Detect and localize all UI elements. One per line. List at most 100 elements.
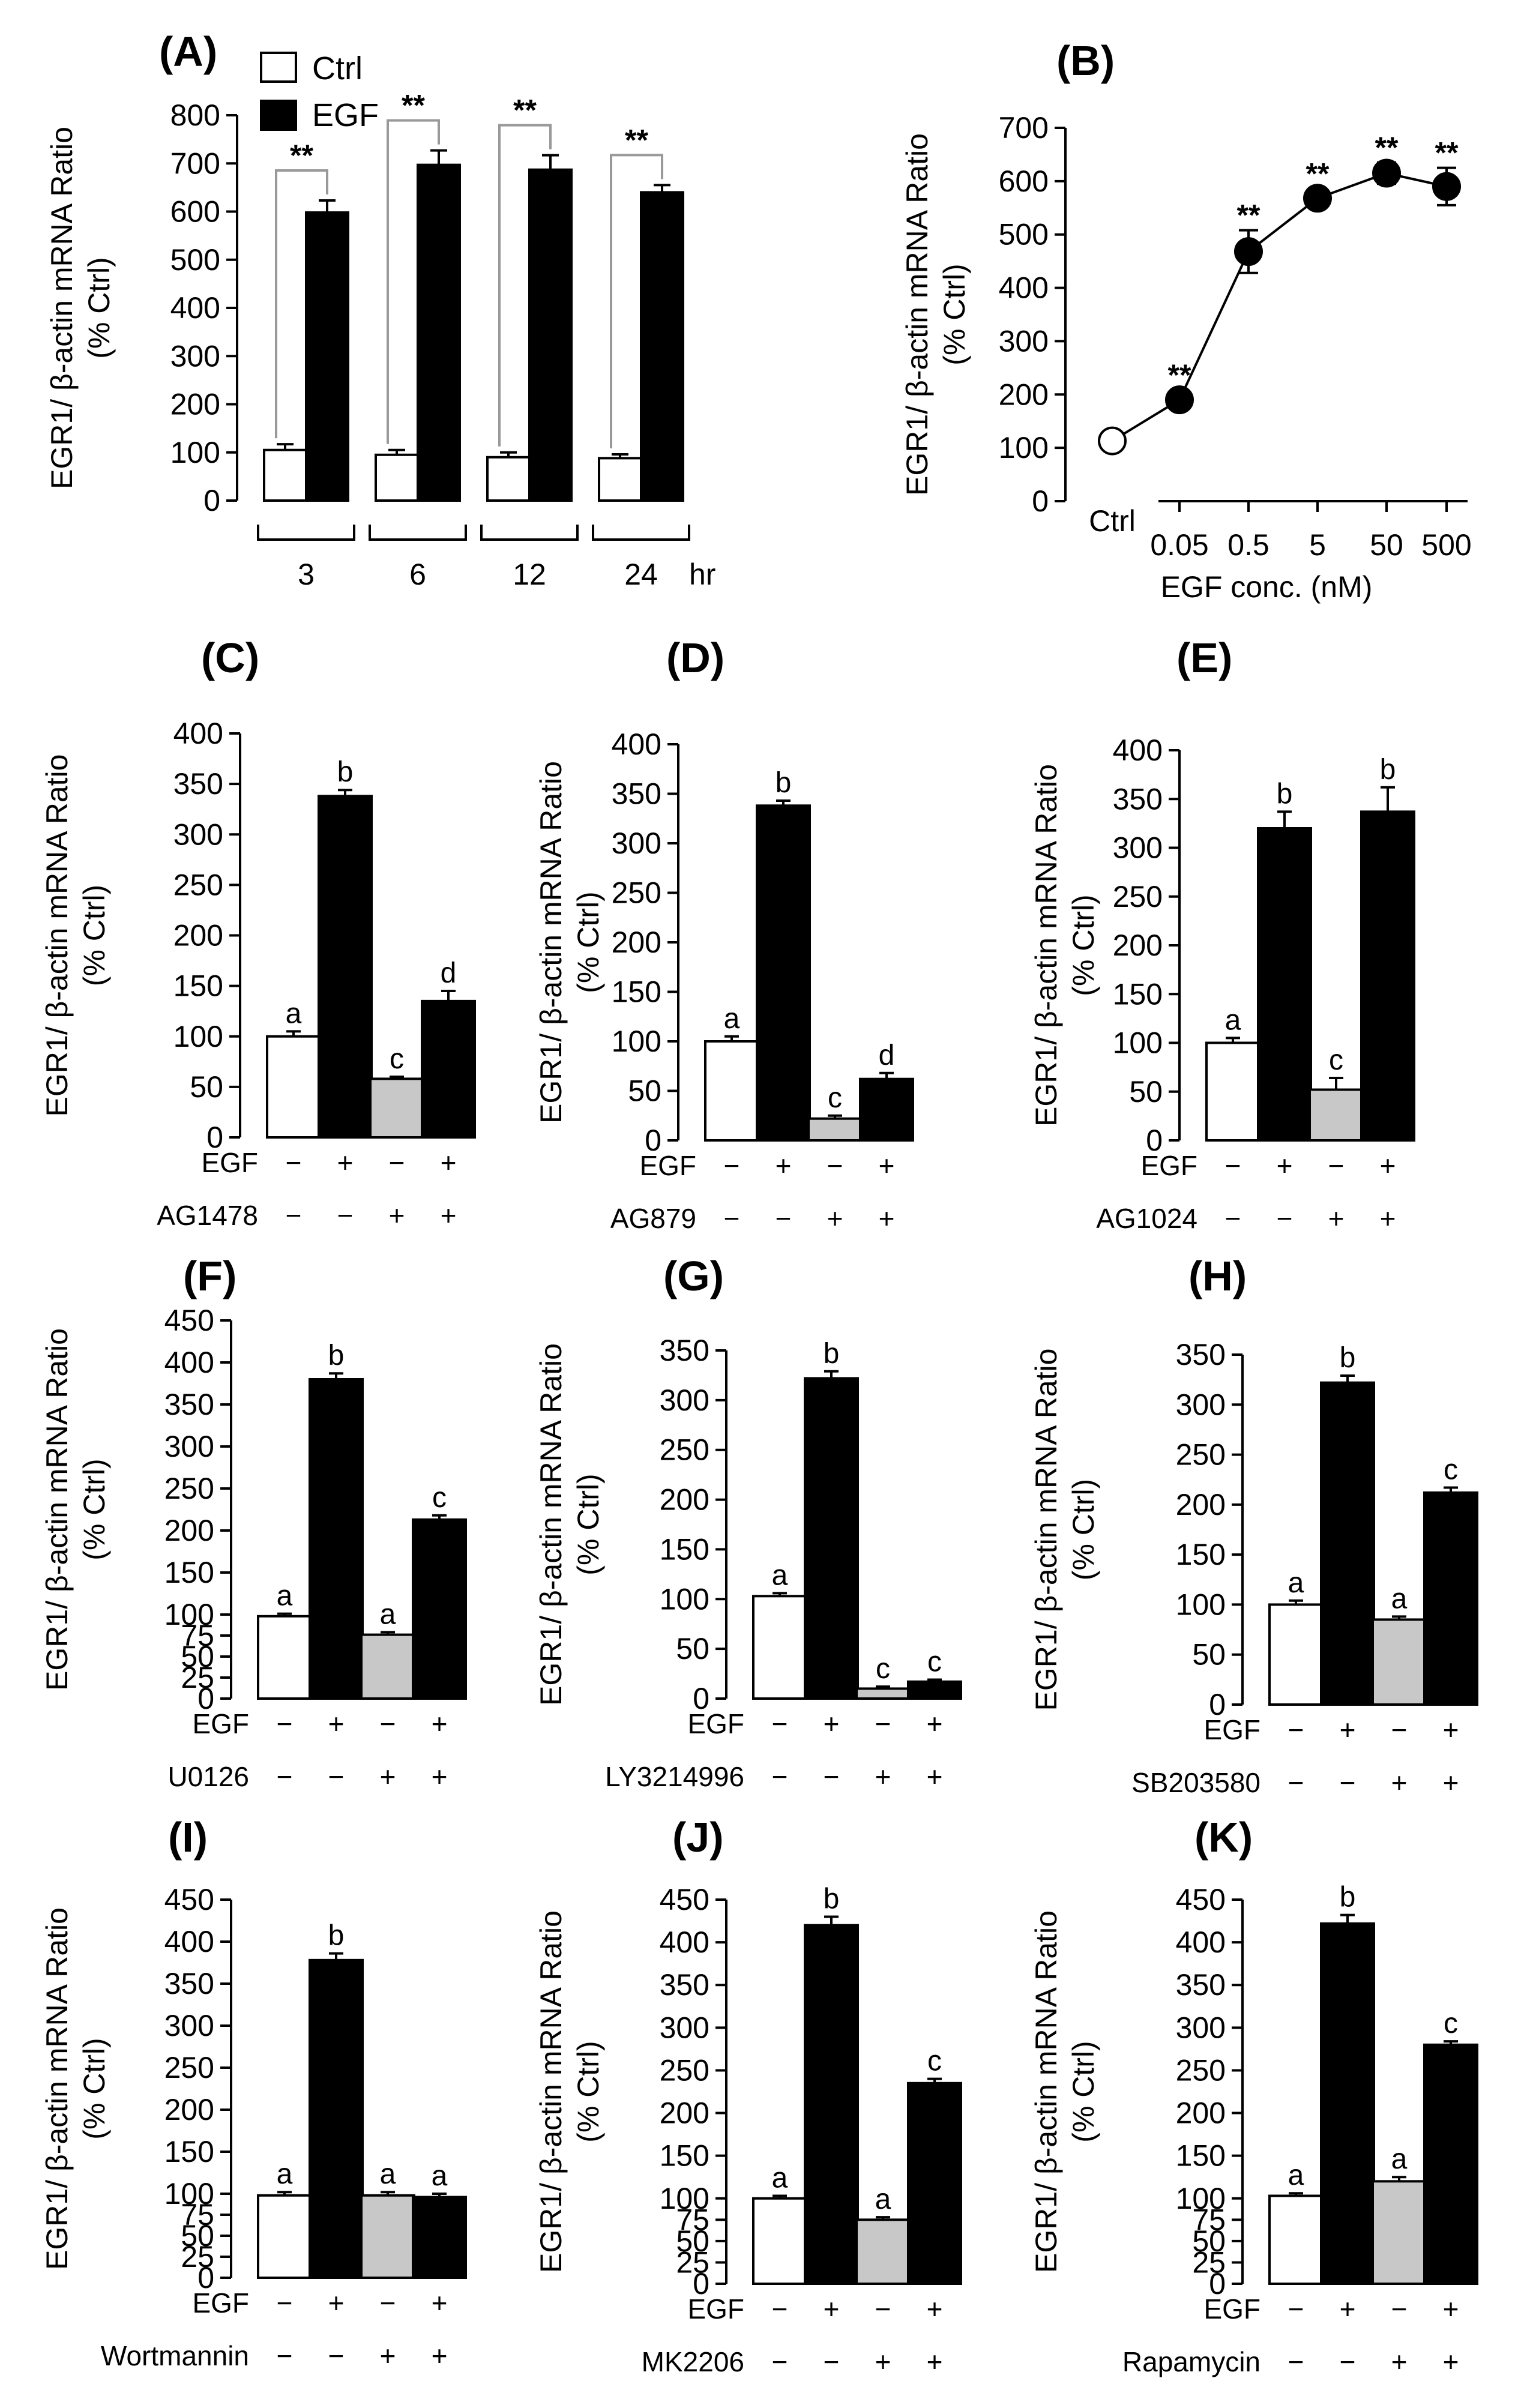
panel-h: (H) 0 50 100 150 200 250 300 350 EGR1/ β-actin mR… xyxy=(1029,1253,1478,1798)
y-tick-label: 250 xyxy=(660,1433,709,1467)
y-tick-label: 200 xyxy=(612,926,661,959)
treatment-sign: + xyxy=(328,2287,345,2319)
y-tick-label: 200 xyxy=(1113,929,1163,962)
letter-label: a xyxy=(772,1559,788,1591)
treatment-sign: − xyxy=(277,2287,293,2319)
treatment-sign: − xyxy=(875,1708,891,1739)
treatment-sign: + xyxy=(432,2340,448,2371)
y-axis-label-line: (% Ctrl) xyxy=(82,257,116,358)
y-tick-label: 200 xyxy=(173,919,223,953)
panel-a: (A) 0 100 200 300 400 500 600 700 800 EGR1/ β-acti… xyxy=(45,28,715,591)
y-axis-label: EGR1/ β-actin mRNA Ratio (% Ctrl) xyxy=(1029,1910,1100,2273)
panel-title: (K) xyxy=(1194,1814,1253,1861)
y-tick-label: 600 xyxy=(170,195,220,229)
category-bracket xyxy=(480,525,579,541)
treatment-sign: − xyxy=(277,2340,293,2371)
bar xyxy=(752,1595,807,1700)
treatment-sign: + xyxy=(380,1761,396,1792)
treatment-sign: − xyxy=(1340,1767,1356,1798)
y-axis-label: EGR1/ β-actin mRNA Ratio (% Ctrl) xyxy=(900,133,971,496)
letter-label: b xyxy=(776,767,792,799)
treatment-sign: + xyxy=(927,2346,943,2377)
letter-label: c xyxy=(828,1082,842,1114)
treatment-sign: − xyxy=(1328,1150,1345,1181)
treatment-label: AG1478 xyxy=(157,1200,258,1231)
y-tick-label: 0 xyxy=(197,1682,214,1715)
bar xyxy=(756,804,811,1142)
treatment-label: EGF xyxy=(1140,1150,1197,1181)
y-tick-label: 200 xyxy=(170,388,220,421)
y-tick-label: 150 xyxy=(660,1532,709,1566)
y-tick-label: 400 xyxy=(1113,733,1163,767)
treatment-label: EGF xyxy=(687,2293,744,2325)
y-axis-label: EGR1/ β-actin mRNA Ratio (% Ctrl) xyxy=(40,754,111,1117)
y-tick-label: 350 xyxy=(1176,1968,1226,2002)
y-axis-label-line: (% Ctrl) xyxy=(77,1458,111,1560)
y-axis-label-line: (% Ctrl) xyxy=(1067,894,1100,996)
treatment-sign: + xyxy=(824,2293,840,2325)
y-tick-label: 100 xyxy=(999,431,1049,465)
y-tick-label: 700 xyxy=(170,146,220,180)
treatment-sign: + xyxy=(927,2293,943,2325)
treatment-sign: + xyxy=(927,1761,943,1792)
bar-ctrl xyxy=(486,456,531,502)
y-tick-label: 100 xyxy=(1176,2182,1226,2215)
treatment-label: LY3214996 xyxy=(605,1761,744,1792)
bar-egf xyxy=(528,168,573,502)
treatment-sign: − xyxy=(1288,2293,1304,2325)
y-axis-label-line: EGR1/ β-actin mRNA Ratio xyxy=(900,133,934,496)
treatment-sign: + xyxy=(328,1708,345,1739)
letter-label: b xyxy=(824,1338,840,1370)
y-tick-label: 25 xyxy=(676,2245,709,2279)
treatment-sign: + xyxy=(1380,1150,1396,1181)
x-axis-label: EGF conc. (nM) xyxy=(1161,570,1373,604)
significance-label: ** xyxy=(1435,136,1459,170)
y-tick-label: 75 xyxy=(676,2203,709,2236)
treatment-sign: − xyxy=(875,2293,891,2325)
bar xyxy=(804,1924,859,2286)
treatment-sign: + xyxy=(1443,1714,1459,1745)
y-tick-label: 100 xyxy=(164,2177,214,2211)
bar-ctrl xyxy=(263,448,307,502)
treatment-label: SB203580 xyxy=(1131,1767,1260,1798)
y-tick-label: 150 xyxy=(164,1556,214,1589)
significance-bracket xyxy=(275,169,328,439)
y-tick-label: 450 xyxy=(1176,1883,1226,1916)
y-tick-label: 0 xyxy=(206,1121,223,1154)
treatment-sign: − xyxy=(286,1200,302,1231)
treatment-sign: + xyxy=(441,1200,457,1231)
letter-label: a xyxy=(277,2158,293,2190)
treatment-sign: + xyxy=(1380,1203,1396,1234)
treatment-sign: − xyxy=(1391,1714,1408,1745)
bar xyxy=(1372,2180,1427,2285)
bar xyxy=(412,2196,467,2280)
y-tick-label: 400 xyxy=(612,727,661,761)
y-tick-label: 300 xyxy=(1113,831,1163,865)
letter-label: a xyxy=(1288,1567,1304,1599)
y-tick-label: 200 xyxy=(1176,1488,1226,1522)
treatment-sign: + xyxy=(1391,2346,1408,2377)
data-point xyxy=(1432,172,1461,201)
y-tick-label: 400 xyxy=(1176,1925,1226,1959)
y-tick-label: 450 xyxy=(164,1304,214,1337)
y-axis-label-line: EGR1/ β-actin mRNA Ratio xyxy=(534,1343,568,1706)
y-tick-label: 300 xyxy=(1176,2011,1226,2044)
x-tick-label: 50 xyxy=(1370,528,1403,562)
significance-bracket xyxy=(610,154,663,448)
letter-label: c xyxy=(390,1043,404,1075)
letter-label: c xyxy=(1444,1454,1458,1486)
treatment-sign: + xyxy=(875,2346,891,2377)
treatment-sign: + xyxy=(432,1761,448,1792)
y-axis-label-line: EGR1/ β-actin mRNA Ratio xyxy=(534,1910,568,2273)
letter-label: a xyxy=(380,2158,396,2190)
significance-label: ** xyxy=(1237,199,1260,232)
y-tick-label: 50 xyxy=(181,1640,214,1673)
treatment-sign: − xyxy=(772,2346,788,2377)
treatment-sign: + xyxy=(1443,2346,1459,2377)
treatment-sign: + xyxy=(824,1708,840,1739)
treatment-sign: − xyxy=(1391,2293,1408,2325)
y-axis-label: EGR1/ β-actin mRNA Ratio (% Ctrl) xyxy=(534,1910,605,2273)
y-axis-label-line: (% Ctrl) xyxy=(938,263,971,365)
y-tick-label: 400 xyxy=(999,271,1049,305)
